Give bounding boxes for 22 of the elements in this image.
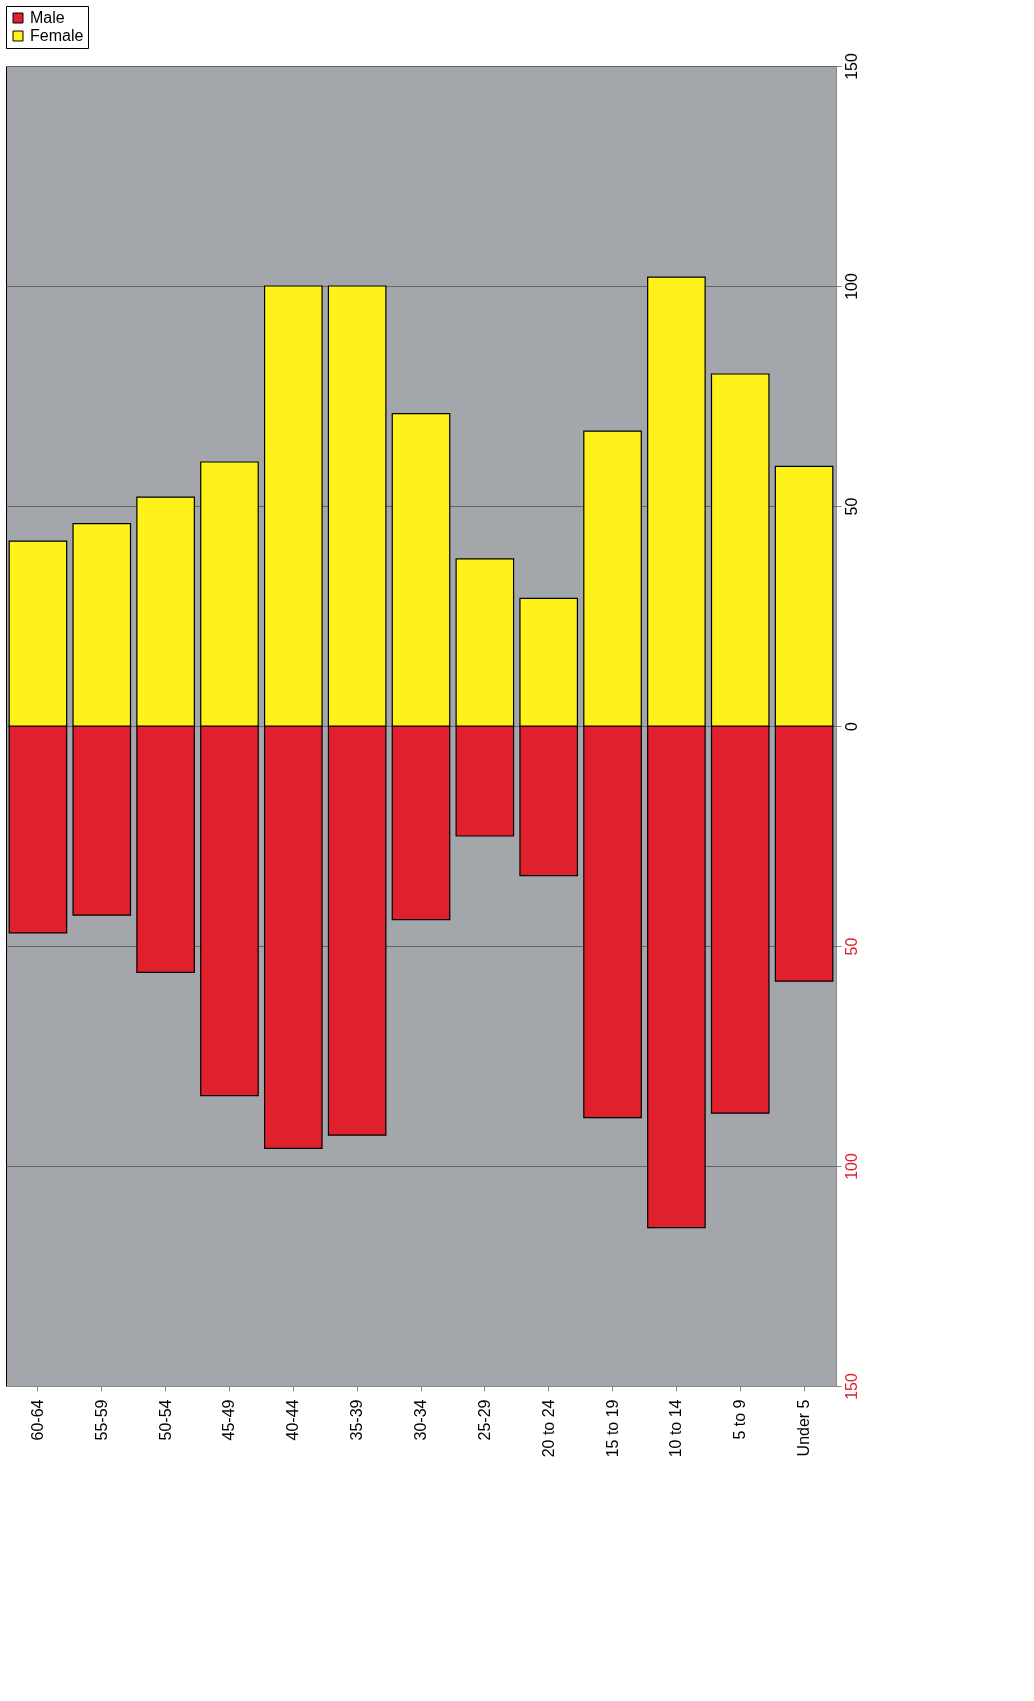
legend-label: Male — [30, 9, 65, 26]
x-tick-label: 50-54 — [156, 1399, 174, 1441]
y-tick-label: 0 — [842, 721, 860, 731]
x-tick-label: 40-44 — [284, 1399, 302, 1441]
x-tick-label: 10 to 14 — [667, 1399, 685, 1458]
x-tick-label: 15 to 19 — [603, 1399, 621, 1458]
legend-label: Female — [30, 27, 84, 44]
y-tick-label: 100 — [842, 1153, 860, 1180]
x-tick-label: Under 5 — [795, 1399, 813, 1457]
y-tick-label: 50 — [842, 497, 860, 516]
x-tick-label: 5 to 9 — [731, 1399, 749, 1440]
x-tick-label: 25-29 — [475, 1399, 493, 1441]
x-tick-label: 55-59 — [92, 1399, 110, 1441]
x-tick-label: 30-34 — [412, 1399, 429, 1441]
x-tick-label: 35-39 — [348, 1399, 366, 1441]
y-tick-label: 150 — [842, 1373, 860, 1400]
y-tick-label: 100 — [842, 273, 860, 300]
y-tick-label: 50 — [842, 937, 860, 956]
x-tick-label: 45-49 — [220, 1399, 238, 1441]
x-tick-label: 20 to 24 — [539, 1399, 557, 1458]
y-tick-label: 150 — [842, 53, 860, 80]
x-tick-label: 60-64 — [28, 1399, 46, 1441]
